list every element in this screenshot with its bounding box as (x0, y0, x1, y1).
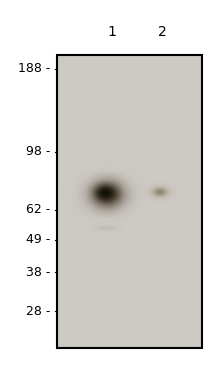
Bar (57, 55, 202, 348)
Text: 188 -: 188 - (18, 62, 50, 75)
Text: 1: 1 (108, 25, 116, 39)
Text: 38 -: 38 - (26, 266, 50, 279)
Text: 28 -: 28 - (26, 305, 50, 318)
Text: 62 -: 62 - (26, 203, 50, 217)
Text: 49 -: 49 - (26, 233, 50, 247)
Text: 2: 2 (158, 25, 166, 39)
Text: 98 -: 98 - (26, 145, 50, 158)
